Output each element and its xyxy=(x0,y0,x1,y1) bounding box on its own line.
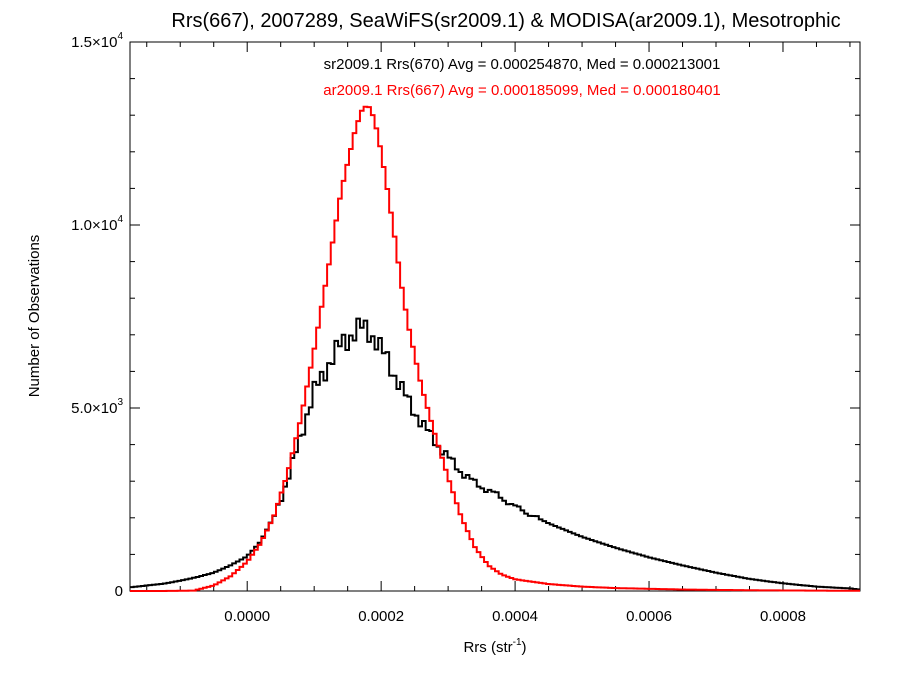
y-tick-labels: 0 5.0×103 1.0×104 1.5×104 xyxy=(71,31,123,600)
series-line-ar2009 xyxy=(130,105,860,592)
legend-entry-ar2009: ar2009.1 Rrs(667) Avg = 0.000185099, Med… xyxy=(323,82,721,99)
legend-entry-sr2009: sr2009.1 Rrs(670) Avg = 0.000254870, Med… xyxy=(324,56,721,73)
x-axis-label-end: ) xyxy=(522,639,527,656)
chart-title: Rrs(667), 2007289, SeaWiFS(sr2009.1) & M… xyxy=(171,10,840,32)
x-tick-label: 0.0004 xyxy=(492,608,538,625)
series-line-sr2009 xyxy=(130,317,860,591)
x-tick-label: 0.0000 xyxy=(224,608,270,625)
y-tick-label: 1.0×104 xyxy=(71,214,123,234)
y-tick-label: 5.0×103 xyxy=(71,397,123,417)
y-tick-label: 0 xyxy=(115,583,123,600)
x-axis-label-superscript: -1 xyxy=(513,637,522,648)
x-tick-labels: 0.0000 0.0002 0.0004 0.0006 0.0008 xyxy=(224,608,806,625)
y-axis-label: Number of Observations xyxy=(26,235,43,398)
plot-frame xyxy=(129,41,861,592)
axis-ticks xyxy=(130,41,860,592)
y-tick-label: 1.5×104 xyxy=(71,31,123,51)
x-tick-label: 0.0006 xyxy=(626,608,672,625)
x-axis-label-base: Rrs (str xyxy=(463,639,512,656)
series-layer xyxy=(130,105,860,592)
x-axis-label: Rrs (str-1) xyxy=(463,637,526,656)
x-tick-label: 0.0002 xyxy=(358,608,404,625)
x-tick-label: 0.0008 xyxy=(760,608,806,625)
